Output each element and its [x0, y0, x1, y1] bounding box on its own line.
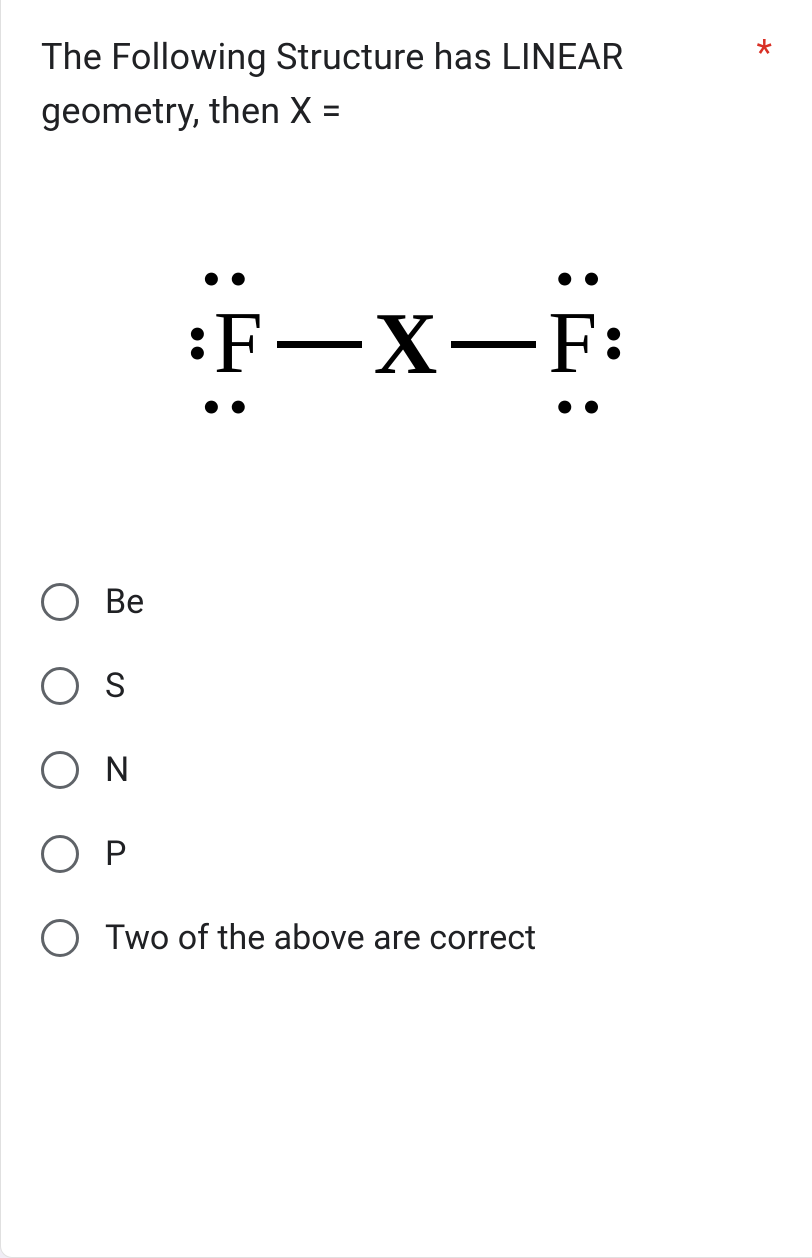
- lone-pair-dots: ••: [556, 268, 610, 292]
- bond-line: [277, 341, 362, 348]
- lone-pair-dots: ••: [203, 396, 257, 420]
- lone-pair-dots: ••: [203, 268, 257, 292]
- question-row: The Following Structure has LINEAR geome…: [41, 30, 772, 138]
- lone-pair-dots: • •: [189, 325, 208, 363]
- option-p[interactable]: P: [41, 812, 772, 896]
- lone-pair-dots: • •: [605, 325, 624, 363]
- option-label: Be: [105, 582, 144, 622]
- radio-icon: [41, 751, 79, 789]
- option-s[interactable]: S: [41, 644, 772, 728]
- option-label: Two of the above are correct: [105, 918, 536, 958]
- option-two-correct[interactable]: Two of the above are correct: [41, 896, 772, 980]
- radio-icon: [41, 667, 79, 705]
- option-label: N: [105, 750, 129, 790]
- radio-icon: [41, 919, 79, 957]
- option-be[interactable]: Be: [41, 560, 772, 644]
- options-list: Be S N P Two of the above are correct: [41, 560, 772, 980]
- question-card: The Following Structure has LINEAR geome…: [0, 0, 812, 1258]
- lone-pair-dots: ••: [556, 396, 610, 420]
- question-text: The Following Structure has LINEAR geome…: [41, 30, 741, 138]
- right-fluorine-group: •• F • • ••: [542, 268, 624, 420]
- option-n[interactable]: N: [41, 728, 772, 812]
- lewis-structure-diagram: •• • • F •• X •• F • • ••: [41, 268, 772, 420]
- radio-icon: [41, 583, 79, 621]
- center-atom-x: X: [374, 294, 440, 395]
- option-label: P: [105, 834, 126, 874]
- radio-icon: [41, 835, 79, 873]
- option-label: S: [105, 666, 125, 706]
- left-fluorine-group: •• • • F ••: [189, 268, 271, 420]
- bond-line: [451, 341, 536, 348]
- required-asterisk: *: [756, 32, 772, 74]
